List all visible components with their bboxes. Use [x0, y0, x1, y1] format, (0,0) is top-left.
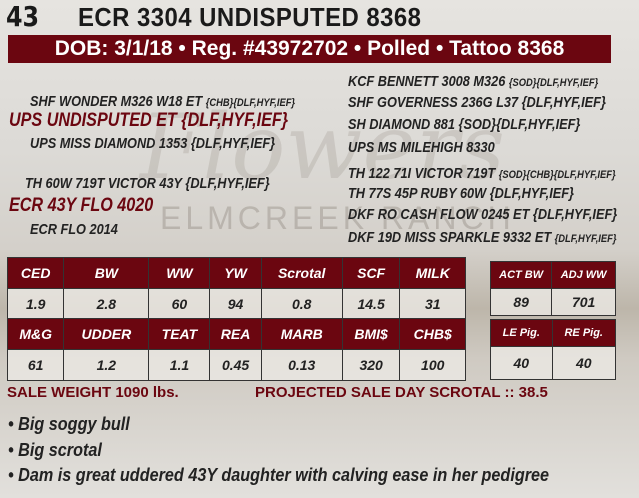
header-r2h-0: M&G: [6, 318, 65, 350]
header-r1h-6: MILK: [399, 257, 466, 289]
header-wh-0: ACT BW: [489, 261, 553, 289]
value-r1v-4: 0.8: [260, 288, 343, 319]
header-r2h-6: CHB$: [399, 318, 466, 350]
sire-sire: SHF WONDER M326 W18 ET {CHB}{DLF,HYF,IEF…: [30, 93, 296, 110]
pedigree-right-6: DKF RO CASH FLOW 0245 ET {DLF,HYF,IEF}: [348, 206, 618, 223]
value-r1v-6: 31: [399, 288, 466, 319]
info-banner: DOB: 3/1/18 • Reg. #43972702 • Polled • …: [8, 35, 611, 63]
animal-title: ECR 3304 UNDISPUTED 8368: [78, 2, 422, 32]
header-wh-1: ADJ WW: [551, 261, 616, 289]
header-r2h-1: UDDER: [63, 318, 150, 350]
header-r2h-4: MARB: [260, 318, 343, 350]
header-r1h-3: YW: [209, 257, 262, 289]
pedigree-right-3: UPS MS MILEHIGH 8330: [348, 139, 495, 156]
header-r2h-2: TEAT: [148, 318, 211, 350]
pedigree-right-1: SHF GOVERNESS 236G L37 {DLF,HYF,IEF}: [348, 94, 606, 111]
header-r1h-4: Scrotal: [260, 257, 343, 289]
value-r1v-3: 94: [209, 288, 262, 319]
pedigree-right-2: SH DIAMOND 881 {SOD}{DLF,HYF,IEF}: [348, 116, 581, 133]
watermark-text: ELMCREEK RANCH: [160, 200, 515, 236]
bullet-2: • Big scrotal: [8, 440, 102, 460]
header-ph-0: LE Pig.: [490, 319, 553, 347]
projected-scrotal: PROJECTED SALE DAY SCROTAL :: 38.5: [255, 384, 548, 401]
pigment-table: LE Pig. RE Pig. 40 40: [490, 319, 616, 380]
pedigree-right-4: TH 122 71I VICTOR 719T {SOD}{CHB}{DLF,HY…: [348, 165, 616, 182]
bullet-1: • Big soggy bull: [8, 414, 130, 434]
value-r1v-5: 14.5: [341, 288, 401, 319]
pedigree-right-0: KCF BENNETT 3008 M326 {SOD}{DLF,HYF,IEF}: [348, 73, 599, 90]
sire: UPS UNDISPUTED ET {DLF,HYF,IEF}: [9, 110, 289, 131]
sire-dam: UPS MISS DIAMOND 1353 {DLF,HYF,IEF}: [30, 135, 276, 152]
pedigree-right-7: DKF 19D MISS SPARKLE 9332 ET {DLF,HYF,IE…: [348, 229, 617, 246]
value-r2v-2: 1.1: [148, 349, 211, 381]
dam-dam: ECR FLO 2014: [30, 221, 118, 238]
lot-number: 43: [6, 0, 40, 33]
value-r2v-3: 0.45: [209, 349, 262, 381]
weights-table: ACT BW ADJ WW 89 701: [489, 261, 616, 316]
watermark-script: Flowers: [140, 95, 505, 200]
value-wv-0: 89: [489, 288, 553, 316]
value-r2v-4: 0.13: [260, 349, 343, 381]
dam-sire: TH 60W 719T VICTOR 43Y {DLF,HYF,IEF}: [25, 175, 270, 192]
dam: ECR 43Y FLO 4020: [9, 195, 154, 216]
header-r2h-3: REA: [209, 318, 262, 350]
value-r2v-5: 320: [341, 349, 401, 381]
header-r1h-5: SCF: [341, 257, 401, 289]
header-ph-1: RE Pig.: [551, 319, 616, 347]
bullet-3: • Dam is great uddered 43Y daughter with…: [8, 465, 550, 485]
epd-table: CED BW WW YW Scrotal SCF MILK 1.9 2.8 60 94 0.8 14.…: [6, 257, 466, 381]
value-r2v-1: 1.2: [63, 349, 150, 381]
sale-weight: SALE WEIGHT 1090 lbs.: [7, 384, 179, 401]
header-r1h-2: WW: [148, 257, 211, 289]
value-wv-1: 701: [551, 288, 616, 316]
value-pv-0: 40: [490, 346, 553, 380]
header-r2h-5: BMI$: [341, 318, 401, 350]
value-r2v-6: 100: [399, 349, 466, 381]
value-r2v-0: 61: [6, 349, 65, 381]
header-r1h-0: CED: [6, 257, 65, 289]
header-r1h-1: BW: [63, 257, 150, 289]
value-pv-1: 40: [551, 346, 616, 380]
pedigree-right-5: TH 77S 45P RUBY 60W {DLF,HYF,IEF}: [348, 185, 575, 202]
value-r1v-0: 1.9: [6, 288, 65, 319]
value-r1v-1: 2.8: [63, 288, 150, 319]
value-r1v-2: 60: [148, 288, 211, 319]
